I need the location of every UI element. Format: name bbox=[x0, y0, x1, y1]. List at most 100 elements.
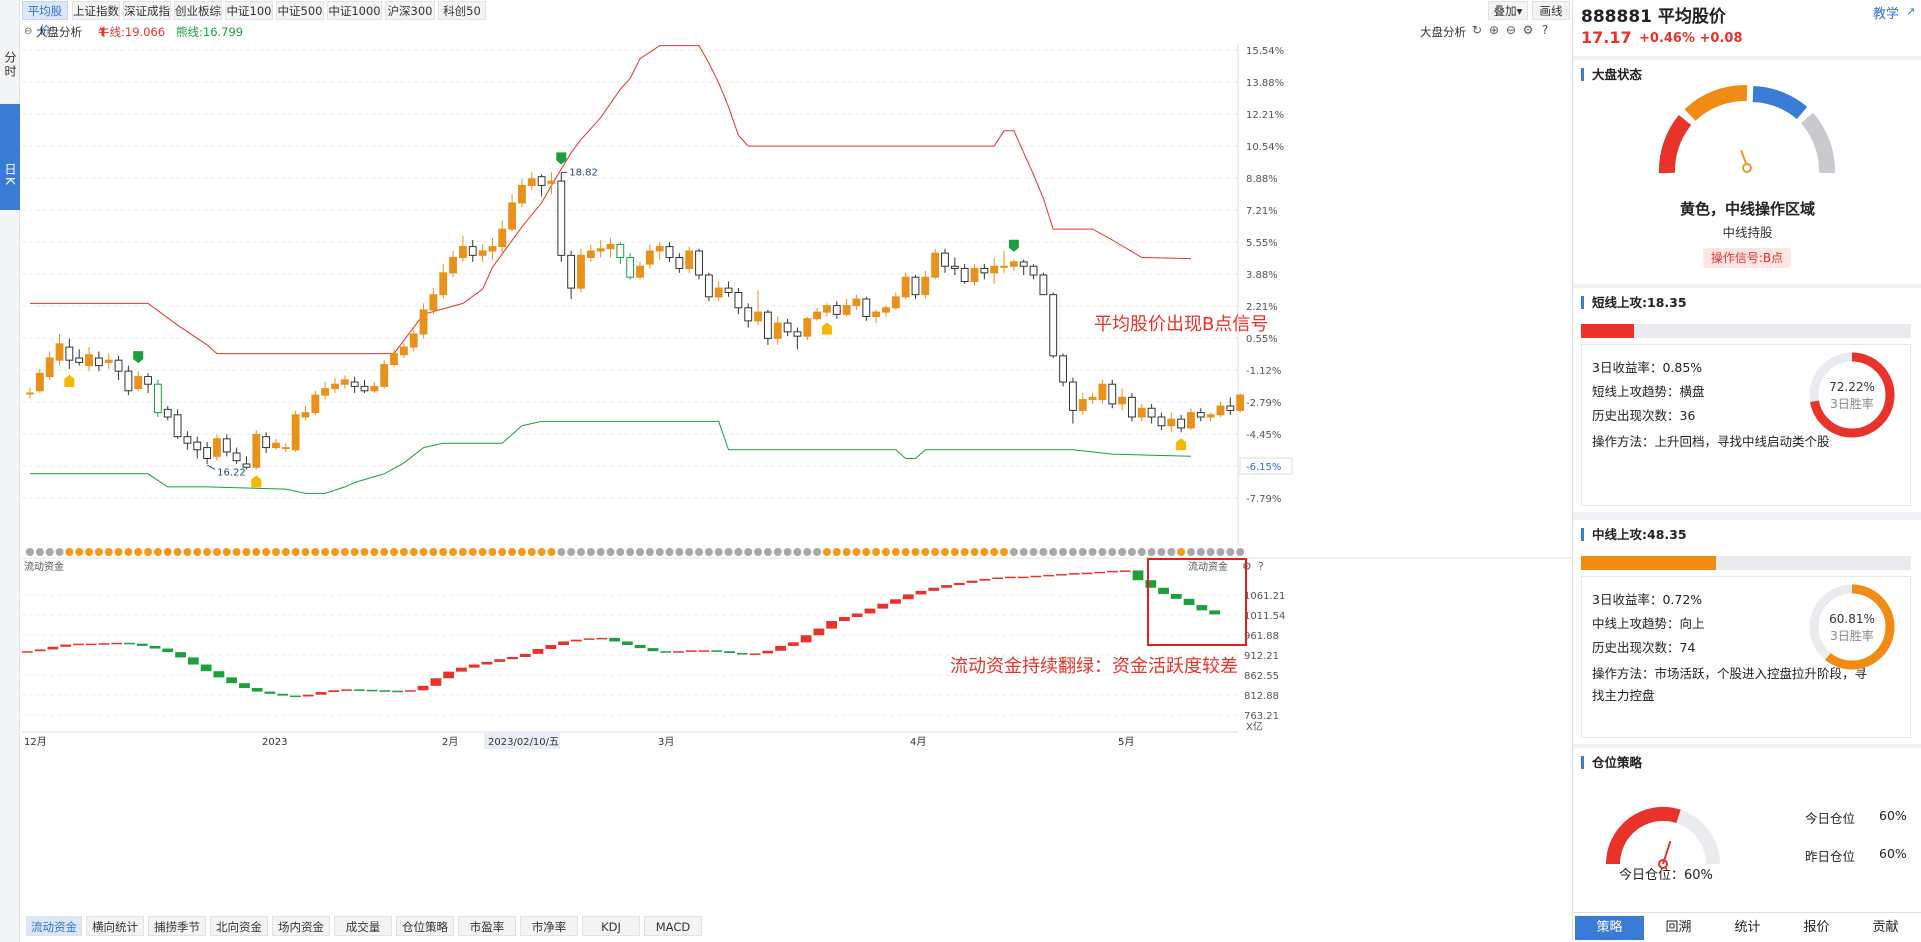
zoom-out-icon[interactable]: ⊖ bbox=[1505, 23, 1517, 37]
candle-body bbox=[980, 267, 989, 274]
candle-body bbox=[803, 318, 812, 337]
status-dot bbox=[449, 548, 458, 556]
status-dot bbox=[399, 548, 408, 556]
candle-body bbox=[65, 346, 74, 361]
indicator-tab-bar: 流动资金 横向统计 捕捞季节 北向资金 场内资金 成交量 仓位策略 市盈率 市净… bbox=[22, 914, 1572, 938]
candle-body bbox=[685, 250, 694, 269]
tab-ind-pe[interactable]: 市盈率 bbox=[458, 916, 516, 936]
stock-title: 888881 平均股价 bbox=[1581, 7, 1726, 27]
status-dot bbox=[606, 548, 615, 556]
mid-method-2: 找主力控盘 bbox=[1592, 688, 1655, 703]
tab-ind-flow[interactable]: 流动资金 bbox=[26, 916, 82, 936]
candle-body bbox=[114, 359, 123, 372]
candle-body bbox=[1118, 396, 1127, 405]
tab-statistics[interactable]: 统计 bbox=[1734, 920, 1761, 935]
flow-bar bbox=[596, 637, 608, 640]
tab-ind-horizontal[interactable]: 横向统计 bbox=[86, 916, 144, 936]
candle-body bbox=[488, 246, 497, 252]
zoom-in-icon[interactable]: ⊕ bbox=[1488, 23, 1500, 37]
candle-body bbox=[1157, 416, 1166, 427]
status-dot bbox=[311, 548, 320, 556]
settings-icon[interactable]: ⚙ bbox=[1522, 23, 1534, 37]
buy-signal-icon bbox=[821, 322, 832, 335]
mid-ring-fill bbox=[1809, 584, 1895, 670]
market-analysis-toggle[interactable]: 大盘分析 bbox=[36, 25, 82, 39]
mid-return: 3日收益率：0.72% bbox=[1592, 592, 1703, 607]
main-chart[interactable]: 15.54% 13.88% 12.21% 10.54% 8.88% 7.21% 5.55% 3… bbox=[22, 44, 1572, 904]
status-dot bbox=[1127, 548, 1136, 556]
collapse-icon[interactable]: ⊖ bbox=[24, 26, 33, 37]
candle-body bbox=[458, 246, 467, 259]
tab-ind-onfloor[interactable]: 场内资金 bbox=[272, 916, 330, 936]
help-icon[interactable]: ? bbox=[1541, 23, 1549, 37]
status-dot bbox=[340, 548, 349, 556]
y-tick-label: 15.54% bbox=[1246, 46, 1284, 57]
status-dot bbox=[537, 548, 546, 556]
status-dot bbox=[65, 548, 74, 556]
status-dot bbox=[55, 548, 64, 556]
flow-bar bbox=[98, 643, 110, 645]
candle-body bbox=[468, 246, 477, 256]
flow-bar bbox=[583, 638, 595, 640]
tab-index-zz1000[interactable]: 中证1000 bbox=[327, 1, 382, 20]
flow-bar bbox=[302, 694, 314, 697]
status-dot bbox=[360, 548, 369, 556]
tab-index-kc50[interactable]: 科创50 bbox=[438, 1, 486, 20]
candle-body bbox=[537, 176, 546, 186]
status-dot bbox=[901, 548, 910, 556]
candle-body bbox=[262, 436, 271, 449]
status-dot bbox=[1226, 548, 1235, 556]
status-dot bbox=[852, 548, 861, 556]
current-value-box bbox=[1239, 457, 1293, 475]
overlay-dropdown[interactable]: 叠加▾ bbox=[1488, 1, 1528, 20]
candle-body bbox=[1019, 261, 1028, 267]
teach-link[interactable]: 教学 bbox=[1873, 7, 1900, 22]
tab-ind-pb[interactable]: 市净率 bbox=[520, 916, 578, 936]
tab-contribution[interactable]: 贡献 bbox=[1872, 920, 1899, 935]
candle-body bbox=[1167, 418, 1176, 427]
candle-body bbox=[144, 376, 152, 385]
tab-index-avg-price[interactable]: 平均股价 bbox=[22, 1, 68, 37]
draw-line-button[interactable]: 画线 bbox=[1532, 1, 1570, 20]
candle-body bbox=[695, 250, 703, 276]
candle-body bbox=[399, 346, 408, 356]
status-dot bbox=[75, 548, 84, 556]
tab-daily-k[interactable]: 日K bbox=[0, 104, 20, 210]
tab-backtest[interactable]: 回溯 bbox=[1665, 920, 1692, 935]
candle-body bbox=[616, 243, 625, 259]
tab-index-hs300[interactable]: 沪深300 bbox=[385, 1, 435, 20]
tab-ind-macd[interactable]: MACD bbox=[644, 916, 702, 936]
status-dot bbox=[881, 548, 890, 556]
candle-body bbox=[173, 414, 182, 438]
tab-index-zz100[interactable]: 中证100 bbox=[225, 1, 273, 20]
status-dot bbox=[1000, 548, 1009, 556]
flow-bar bbox=[277, 693, 289, 696]
candle-body bbox=[1078, 399, 1087, 411]
gauge-seg-grey bbox=[1800, 112, 1836, 174]
tab-ind-volume[interactable]: 成交量 bbox=[334, 916, 392, 936]
status-dot bbox=[547, 548, 556, 556]
tab-intraday[interactable]: 分时 bbox=[3, 51, 17, 79]
tab-quote[interactable]: 报价 bbox=[1803, 920, 1830, 935]
tab-index-zz500[interactable]: 中证500 bbox=[276, 1, 324, 20]
flow-tick-label: 961.88 bbox=[1244, 631, 1279, 642]
tab-strategy[interactable]: 策略 bbox=[1575, 916, 1644, 940]
tab-ind-position[interactable]: 仓位策略 bbox=[396, 916, 454, 936]
tab-index-cyb[interactable]: 创业板综 bbox=[174, 1, 222, 20]
status-dot bbox=[193, 548, 202, 556]
x-axis-label: 3月 bbox=[658, 736, 674, 748]
candle-body bbox=[636, 265, 644, 278]
y-tick-label: 8.88% bbox=[1246, 174, 1278, 185]
tab-ind-fishing[interactable]: 捕捞季节 bbox=[148, 916, 206, 936]
refresh-icon[interactable]: ↻ bbox=[1471, 23, 1483, 37]
tab-ind-kdj[interactable]: KDJ bbox=[582, 916, 640, 936]
external-link-icon[interactable]: ↗ bbox=[1906, 5, 1916, 18]
flow-bar bbox=[162, 648, 174, 653]
flow-bar bbox=[902, 594, 914, 600]
candle-body bbox=[655, 246, 664, 252]
sell-signal-icon bbox=[556, 152, 567, 165]
tab-index-sz[interactable]: 深证成指 bbox=[123, 1, 171, 20]
tab-ind-north[interactable]: 北向资金 bbox=[210, 916, 268, 936]
candle-body bbox=[75, 357, 84, 363]
tab-index-sh[interactable]: 上证指数 bbox=[72, 1, 120, 20]
